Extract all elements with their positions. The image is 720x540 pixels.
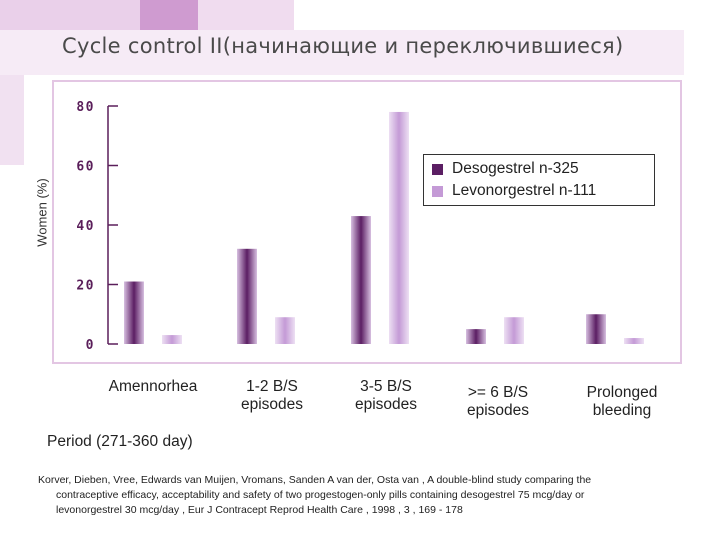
- decor-block-pink-mid: [198, 0, 294, 30]
- y-tick-label: 60: [76, 160, 95, 175]
- legend-item-desogestrel: Desogestrel n-325: [432, 158, 654, 180]
- bar-levonorgestrel: [504, 317, 524, 344]
- bar-levonorgestrel: [275, 317, 295, 344]
- bar-desogestrel: [351, 216, 371, 344]
- category-label-line: >= 6 B/S: [467, 384, 529, 401]
- category-label-3-5-bs: 3-5 B/S episodes: [326, 378, 446, 414]
- category-label-line: bleeding: [592, 402, 652, 419]
- citation: Korver, Dieben, Vree, Edwards van Muijen…: [38, 473, 688, 518]
- category-label-line: 1-2 B/S: [246, 378, 298, 395]
- legend-item-levonorgestrel: Levonorgestrel n-111: [432, 180, 654, 202]
- category-label-line: Amennorhea: [108, 378, 198, 395]
- decor-block-left-side: [0, 75, 24, 165]
- citation-line: levonorgestrel 30 mcg/day , Eur J Contra…: [56, 504, 463, 516]
- category-label-prolonged: Prolonged bleeding: [562, 384, 682, 420]
- bar-desogestrel: [124, 281, 144, 344]
- citation-line: contraceptive efficacy, acceptability an…: [56, 489, 585, 501]
- category-label-1-2-bs: 1-2 B/S episodes: [212, 378, 332, 414]
- legend-label-desogestrel: Desogestrel n-325: [452, 160, 579, 177]
- bar-levonorgestrel: [389, 111, 409, 344]
- bar-levonorgestrel: [624, 338, 644, 344]
- legend: Desogestrel n-325 Levonorgestrel n-111: [423, 154, 655, 206]
- y-tick-label: 80: [76, 100, 95, 115]
- category-label-line: 3-5 B/S: [360, 378, 412, 395]
- citation-line: Korver, Dieben, Vree, Edwards van Muijen…: [38, 474, 592, 486]
- y-tick-label: 20: [76, 279, 95, 294]
- category-label-amennorhea: Amennorhea: [88, 378, 218, 396]
- category-label-line: episodes: [354, 396, 418, 413]
- category-label-6-bs: >= 6 B/S episodes: [438, 384, 558, 420]
- legend-swatch-levonorgestrel: [432, 185, 443, 197]
- category-label-line: episodes: [240, 396, 304, 413]
- bar-levonorgestrel: [162, 335, 182, 344]
- category-label-line: Prolonged: [586, 384, 658, 401]
- bar-desogestrel: [466, 329, 486, 344]
- bar-desogestrel: [237, 248, 257, 344]
- decor-band: [0, 30, 684, 75]
- category-label-line: episodes: [466, 402, 530, 419]
- bar-desogestrel: [586, 314, 606, 344]
- chart-title: Cycle control II(начинающие и переключив…: [62, 34, 624, 58]
- legend-label-levonorgestrel: Levonorgestrel n-111: [452, 182, 597, 199]
- y-tick-label: 40: [76, 219, 95, 234]
- y-tick-label: 0: [86, 338, 95, 353]
- legend-swatch-desogestrel: [432, 163, 443, 175]
- x-axis-label: Period (271-360 day): [47, 433, 193, 450]
